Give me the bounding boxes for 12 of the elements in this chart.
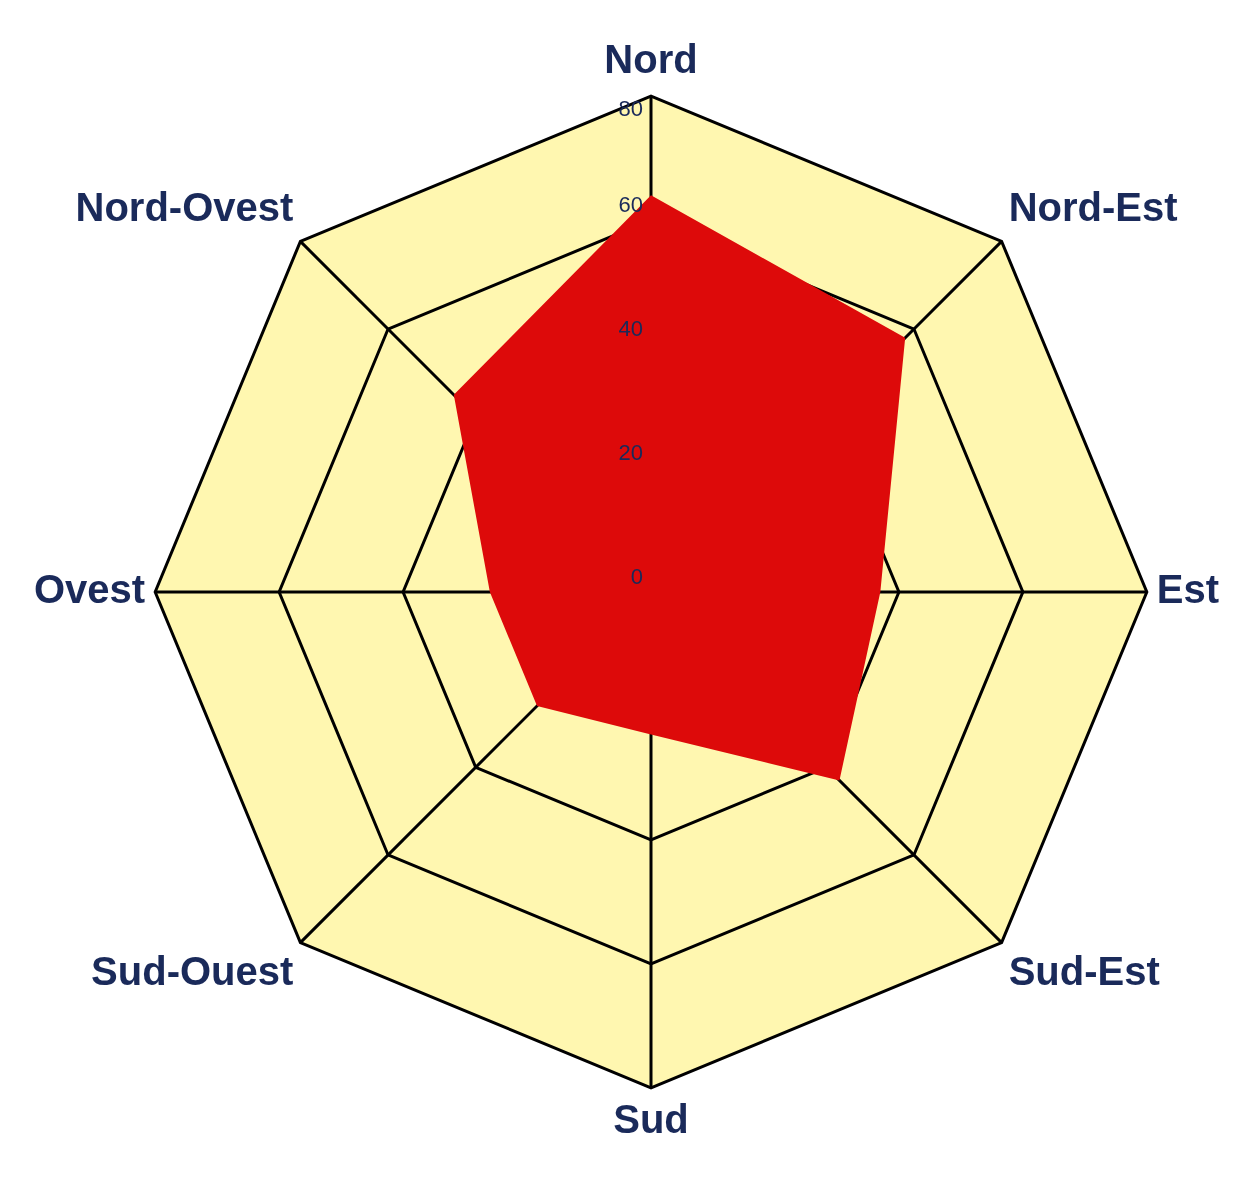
y-tick-label: 40: [618, 316, 643, 342]
y-tick-label: 0: [630, 564, 643, 590]
spoke-label: Sud: [613, 1096, 689, 1141]
spoke-label: Nord-Est: [1008, 185, 1178, 230]
spoke-label: Sud-Est: [1008, 948, 1160, 993]
spoke-label: Nord: [604, 37, 698, 82]
y-tick-label: 20: [618, 440, 643, 466]
spoke-label: Est: [1156, 567, 1220, 612]
spoke-label: Ovest: [34, 567, 146, 612]
spoke-label: Nord-Ovest: [75, 185, 294, 230]
y-tick-label: 60: [618, 192, 643, 218]
spoke-label: Sud-Ouest: [91, 948, 294, 993]
